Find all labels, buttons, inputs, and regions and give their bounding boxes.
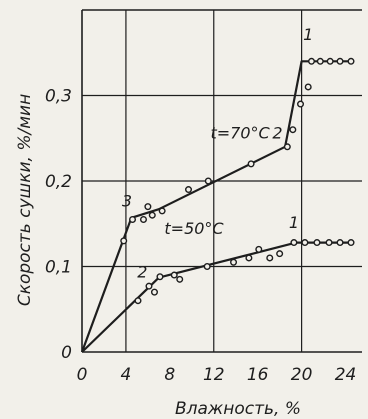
data-point [203, 263, 211, 271]
series-points [120, 57, 355, 305]
data-point [304, 83, 312, 91]
data-point [144, 203, 152, 211]
y-axis-label: Скорость сушки, %/мин [15, 94, 35, 306]
annotation-label: 2 [272, 123, 282, 142]
x-tick-labels: 0 4 8 12 16 20 24 [77, 365, 357, 385]
data-point [156, 273, 164, 281]
x-tick-label: 4 [121, 365, 132, 385]
x-tick-label: 20 [291, 365, 313, 385]
y-tick-label: 0,2 [45, 172, 72, 192]
series-line-2 [81, 241, 351, 353]
data-point [170, 271, 178, 279]
y-tick-labels: 0 0,1 0,2 0,3 [45, 87, 72, 364]
data-point [289, 126, 297, 134]
data-point [325, 239, 333, 247]
data-point [297, 100, 305, 108]
data-point [283, 143, 291, 151]
annotation-label: 1 [303, 25, 313, 44]
x-tick-label: 12 [203, 365, 225, 385]
data-point [316, 57, 324, 65]
data-point [185, 186, 193, 194]
annotation-label: 2 [137, 263, 147, 282]
x-tick-label: 0 [77, 365, 88, 385]
data-point [230, 258, 238, 266]
data-point [120, 237, 128, 245]
data-point [326, 57, 334, 65]
data-point [176, 275, 184, 283]
data-point [336, 239, 344, 247]
data-point [158, 207, 166, 215]
y-tick-label: 0,1 [45, 258, 72, 278]
data-point [247, 160, 255, 168]
data-point [276, 250, 284, 258]
data-point [255, 245, 263, 253]
data-point [336, 57, 344, 65]
data-point [139, 215, 147, 223]
data-point [266, 254, 274, 262]
data-point [347, 57, 355, 65]
data-point [150, 288, 158, 296]
data-point [313, 239, 321, 247]
annotation-label: 3 [122, 192, 132, 211]
data-point [347, 239, 355, 247]
data-point [301, 239, 309, 247]
x-axis-label: Влажность, % [175, 399, 301, 419]
x-tick-label: 8 [164, 365, 175, 385]
data-point [245, 254, 253, 262]
data-point [307, 57, 315, 65]
data-point [204, 177, 212, 185]
data-point [129, 215, 137, 223]
data-point [290, 239, 298, 247]
annotation-label: t=70°C [211, 123, 271, 142]
data-point [145, 282, 153, 290]
y-tick-label: 0 [61, 343, 72, 363]
data-point [148, 211, 156, 219]
plot-frame [81, 9, 362, 353]
annotation-label: 1 [289, 213, 299, 232]
data-point [134, 297, 142, 305]
y-tick-label: 0,3 [45, 87, 72, 107]
annotation-label: t=50°C [164, 219, 224, 238]
x-tick-label: 24 [335, 365, 357, 385]
x-tick-label: 16 [247, 365, 269, 385]
